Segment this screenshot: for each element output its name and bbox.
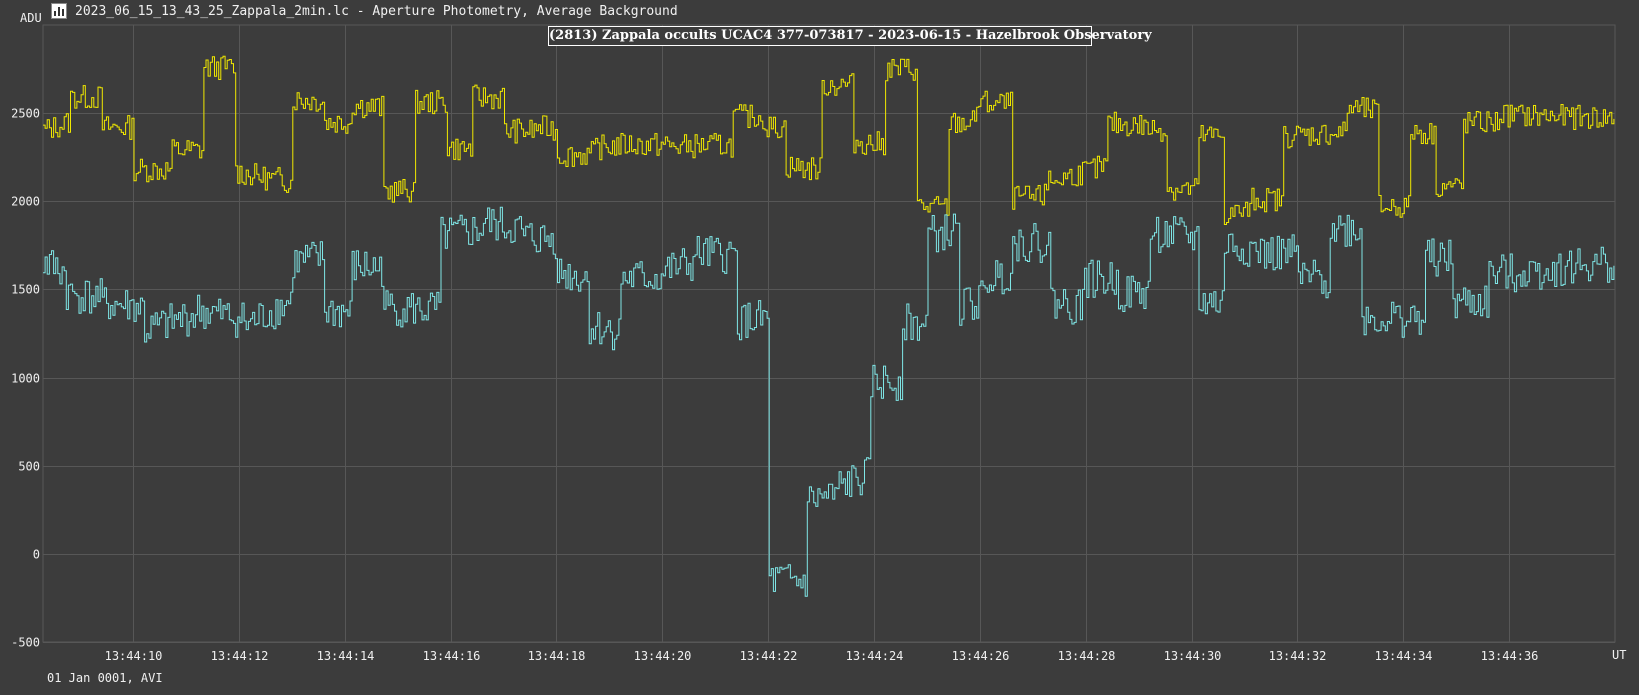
x-tick-label: 13:44:14	[317, 649, 375, 663]
comparison-star-series-line	[43, 55, 1615, 225]
y-tick-label: 2500	[11, 107, 40, 121]
x-tick-label: 13:44:12	[211, 649, 269, 663]
y-tick-label: 0	[33, 548, 40, 562]
axis-layer: -500 0 500 1000 1500 2000 2500 13:44:10 13:44:12…	[11, 107, 1538, 664]
y-tick-label: -500	[11, 636, 40, 650]
x-axis-unit-label: UT	[1612, 648, 1627, 662]
target-star-series-line	[43, 206, 1615, 597]
window-title: 2023_06_15_13_43_25_Zappala_2min.lc - Ap…	[75, 4, 678, 19]
x-tick-label: 13:44:24	[846, 649, 904, 663]
chart-title: (2813) Zappala occults UCAC4 377-073817 …	[548, 26, 1152, 46]
x-tick-label: 13:44:26	[952, 649, 1010, 663]
y-tick-label: 2000	[11, 195, 40, 209]
x-tick-label: 13:44:10	[105, 649, 163, 663]
x-tick-label: 13:44:20	[634, 649, 692, 663]
app-icon	[51, 3, 67, 19]
x-tick-label: 13:44:22	[740, 649, 798, 663]
x-tick-label: 13:44:16	[423, 649, 481, 663]
grid-layer	[42, 24, 1616, 643]
x-tick-label: 13:44:36	[1481, 649, 1539, 663]
x-tick-label: 13:44:32	[1269, 649, 1327, 663]
y-tick-label: 500	[18, 460, 40, 474]
y-axis-unit-label: ADU	[20, 11, 42, 25]
x-tick-label: 13:44:28	[1058, 649, 1116, 663]
y-tick-label: 1000	[11, 372, 40, 386]
series-layer	[43, 55, 1615, 597]
x-tick-label: 13:44:30	[1164, 649, 1222, 663]
x-tick-label: 13:44:34	[1375, 649, 1433, 663]
y-tick-label: 1500	[11, 283, 40, 297]
x-tick-label: 13:44:18	[528, 649, 586, 663]
footer-date-label: 01 Jan 0001, AVI	[47, 671, 163, 685]
